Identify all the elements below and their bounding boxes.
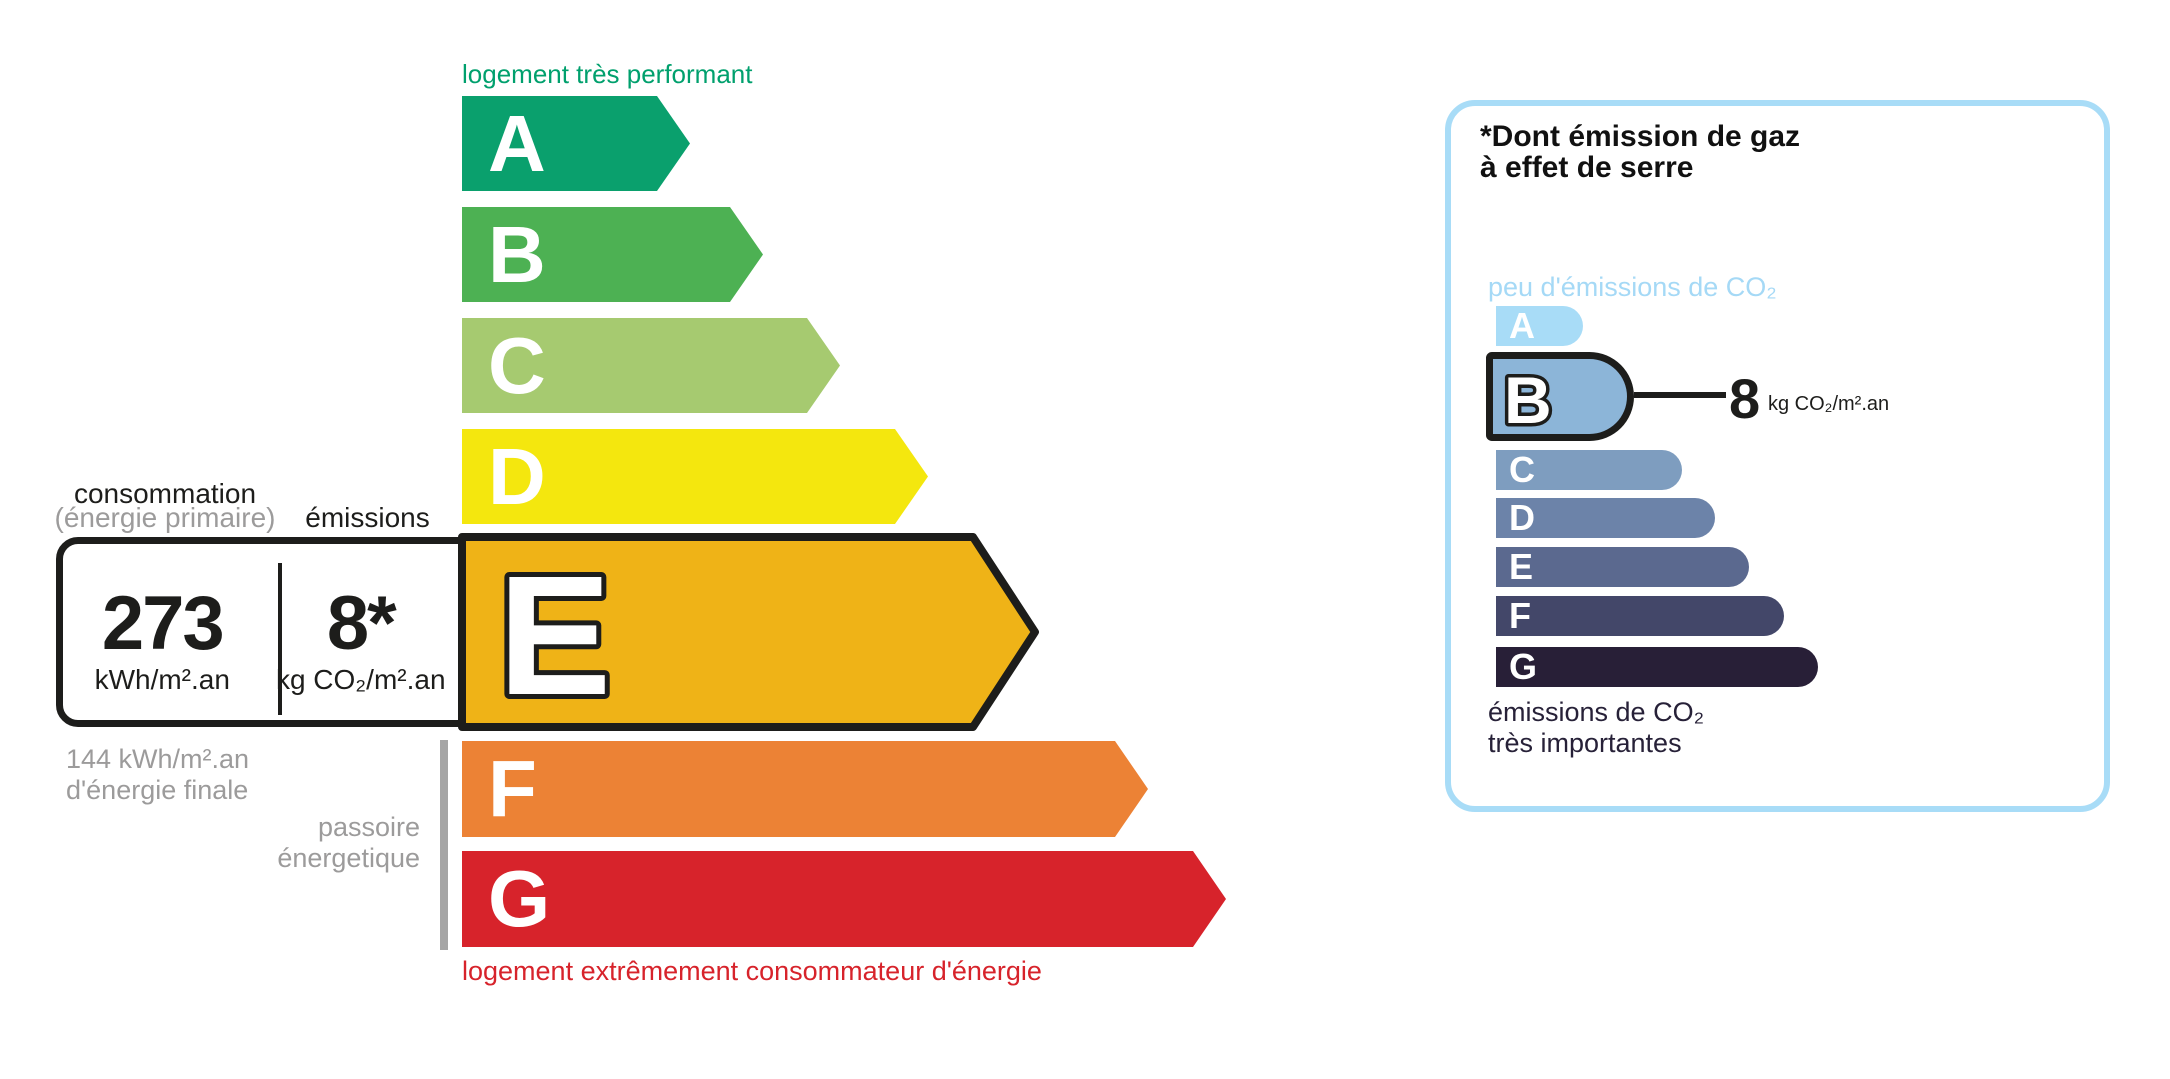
energy-sieve-bracket <box>440 740 448 950</box>
ges-class-a-letter: A <box>1509 305 1535 346</box>
emissions-unit: kg CO₂/m².an <box>275 664 446 696</box>
ges-panel-title-line2: à effet de serre <box>1480 151 1694 184</box>
energy-class-f-letter: F <box>488 744 537 833</box>
ges-class-c-bar: C <box>1496 450 1682 490</box>
energy-class-c-letter: C <box>488 320 546 410</box>
energy-class-d-arrow: D <box>462 429 928 524</box>
energy-class-e-arrow-selected: E <box>458 533 1039 732</box>
rating-box: 273 kWh/m².an 8* kg CO₂/m².an <box>56 537 467 727</box>
ges-high-caption-line1: émissions de CO₂ <box>1488 697 1705 727</box>
ges-high-caption-line2: très importantes <box>1488 728 1682 758</box>
ges-class-d-letter: D <box>1509 497 1535 538</box>
consumption-unit: kWh/m².an <box>94 664 230 696</box>
ges-class-a-bar: A <box>1496 306 1583 346</box>
ges-high-caption: émissions de CO₂ très importantes <box>1488 697 1704 759</box>
energy-class-g-letter: G <box>488 854 551 943</box>
ges-class-b-letter-svg: B <box>1501 360 1556 441</box>
energy-class-b-letter: B <box>488 209 546 299</box>
ges-value-unit: kg CO₂/m².an <box>1768 393 1890 415</box>
energy-sieve-note: passoire énergetique <box>120 812 420 874</box>
consumption-sublabel: (énergie primaire) <box>54 502 276 533</box>
energy-class-a-letter: A <box>488 98 546 188</box>
energy-class-e-letter: E <box>498 541 611 731</box>
energy-sieve-note-line2: énergetique <box>277 843 420 873</box>
ges-class-d-bar: D <box>1496 498 1715 538</box>
final-energy-note-line2: d'énergie finale <box>66 775 249 805</box>
ges-class-f-bar: F <box>1496 596 1784 636</box>
emissions-cell: 8* kg CO₂/m².an <box>262 544 461 720</box>
ges-class-b-bar-selected <box>1486 352 1634 441</box>
final-energy-note-line1: 144 kWh/m².an <box>66 744 250 774</box>
ges-value-connector-line <box>1634 392 1726 398</box>
ges-class-g-bar: G <box>1496 647 1818 687</box>
bottom-caption: logement extrêmement consommateur d'éner… <box>462 956 1042 986</box>
energy-class-a-arrow: A <box>462 96 690 191</box>
ges-class-e-bar: E <box>1496 547 1749 587</box>
consumption-label: consommation <box>73 478 257 509</box>
energy-class-e-arrow-shape <box>458 533 1039 731</box>
consumption-value: 273 <box>101 580 225 666</box>
ges-class-e-letter: E <box>1509 546 1534 587</box>
energy-class-c-arrow: C <box>462 318 840 413</box>
ges-class-g-letter: G <box>1509 646 1538 687</box>
ges-class-f-letter: F <box>1509 595 1531 636</box>
top-caption: logement très performant <box>462 59 753 89</box>
energy-class-d-letter: D <box>488 431 546 521</box>
energy-class-f-arrow: F <box>462 741 1148 837</box>
emissions-value: 8* <box>326 580 397 666</box>
final-energy-note: 144 kWh/m².an d'énergie finale <box>66 744 249 806</box>
ges-class-b-letter: B <box>1504 363 1552 437</box>
energy-sieve-note-line1: passoire <box>317 812 420 842</box>
rating-divider <box>278 563 282 715</box>
ges-panel-title-line1: *Dont émission de gaz <box>1480 120 1801 153</box>
ges-panel-title: *Dont émission de gaz à effet de serre <box>1480 121 1800 183</box>
consumption-cell: 273 kWh/m².an <box>63 544 262 720</box>
energy-class-g-arrow: G <box>462 851 1226 947</box>
ges-class-c-letter: C <box>1509 449 1535 490</box>
emissions-label: émissions <box>305 502 430 533</box>
ges-low-caption: peu d'émissions de CO₂ <box>1488 272 1777 302</box>
energy-class-b-arrow: B <box>462 207 763 302</box>
ges-value: 8 <box>1729 367 1761 430</box>
